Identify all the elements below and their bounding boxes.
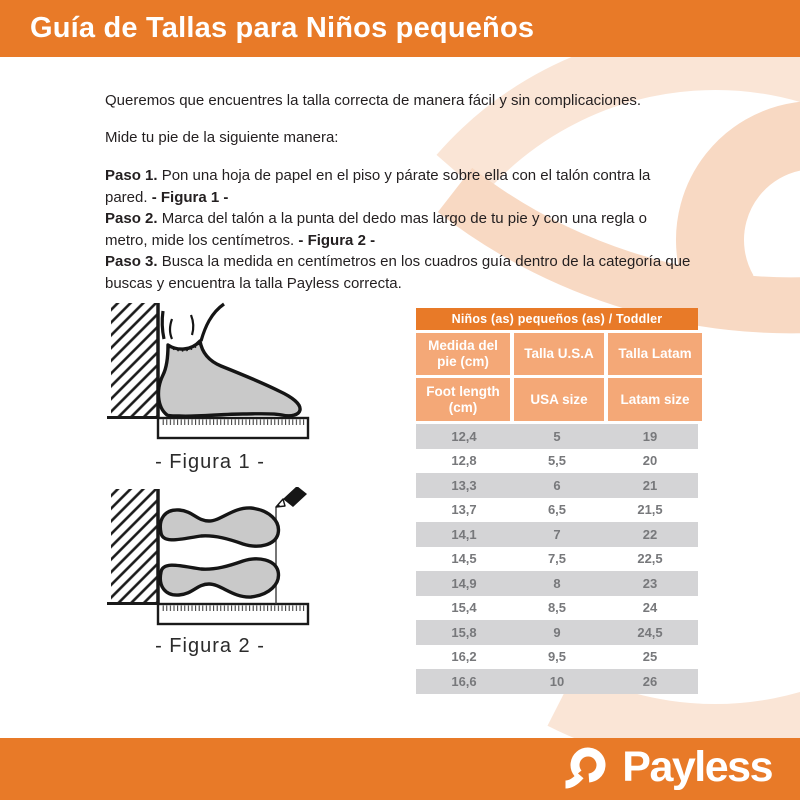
- cell-usa: 10: [549, 673, 565, 689]
- table-row: 14,1 7 22: [416, 522, 698, 547]
- step-2-figure-ref: - Figura 2 -: [298, 231, 376, 249]
- step-3-label: Paso 3.: [105, 253, 158, 270]
- intro-text: Queremos que encuentres la talla correct…: [105, 92, 642, 109]
- step-1: Paso 1. Pon una hoja de papel en el piso…: [105, 165, 693, 208]
- figure-2-caption: - Figura 2 -: [155, 635, 265, 657]
- cell-cm: 15,4: [451, 600, 477, 616]
- table-row: 14,5 7,5 22,5: [416, 546, 698, 571]
- payless-logo-icon: [565, 747, 606, 789]
- measure-instruction-text: Mide tu pie de la siguiente manera:: [105, 129, 339, 146]
- cell-usa: 6: [553, 477, 561, 493]
- step-1-figure-ref: - Figura 1 -: [151, 188, 229, 206]
- table-row: 15,8 9 24,5: [416, 620, 698, 645]
- cell-usa: 9,5: [547, 649, 567, 665]
- col-header-talla-latam: Talla Latam: [608, 333, 702, 375]
- header-bar: Guía de Tallas para Niños pequeños: [0, 0, 800, 57]
- step-2-text: Marca del talón a la punta del dedo mas …: [105, 210, 648, 249]
- size-table: Niños (as) pequeños (as) / Toddler Medid…: [416, 308, 702, 694]
- size-table-body: 12,4 5 19 12,8 5,5 20 13,3 6 21 13,7 6,5 21,5 14…: [416, 424, 698, 694]
- table-row: 13,7 6,5 21,5: [416, 497, 698, 522]
- cell-cm: 13,7: [451, 502, 477, 518]
- size-table-header: Medida del pie (cm) Talla U.S.A Talla La…: [416, 333, 702, 421]
- table-row: 12,4 5 19: [416, 424, 698, 449]
- cell-cm: 15,8: [451, 624, 477, 640]
- cell-usa: 7: [553, 526, 561, 542]
- table-row: 12,8 5,5 20: [416, 448, 698, 473]
- size-table-title: Niños (as) pequeños (as) / Toddler: [416, 308, 698, 330]
- figure-2: - Figura 2 -: [105, 486, 315, 658]
- payless-watermark-icon: [345, 40, 800, 766]
- cell-usa: 9: [553, 624, 561, 640]
- cell-latam: 26: [642, 673, 658, 689]
- cell-usa: 5: [553, 428, 561, 444]
- steps-list: Paso 1. Pon una hoja de papel en el piso…: [105, 165, 693, 294]
- table-row: 15,4 8,5 24: [416, 595, 698, 620]
- footprint-measure-illustration: [107, 486, 310, 626]
- cell-cm: 16,2: [451, 649, 477, 665]
- cell-latam: 23: [642, 575, 658, 591]
- cell-latam: 25: [642, 649, 658, 665]
- cell-cm: 14,9: [451, 575, 477, 591]
- cell-cm: 13,3: [451, 477, 477, 493]
- cell-usa: 8,5: [547, 600, 567, 616]
- cell-latam: 22: [642, 526, 658, 542]
- wall-hatch: [111, 303, 157, 417]
- step-1-text: Pon una hoja de papel en el piso y párat…: [105, 167, 651, 206]
- step-2-label: Paso 2.: [105, 210, 158, 227]
- col-header-foot-length: Foot length (cm): [416, 378, 510, 421]
- cell-latam: 24,5: [637, 624, 663, 640]
- col-header-medida-pie: Medida del pie (cm): [416, 333, 510, 375]
- cell-cm: 14,1: [451, 526, 477, 542]
- cell-usa: 8: [553, 575, 561, 591]
- cell-latam: 24: [642, 600, 658, 616]
- cell-usa: 6,5: [547, 502, 567, 518]
- cell-cm: 12,4: [451, 428, 477, 444]
- cell-cm: 16,6: [451, 673, 477, 689]
- page-title: Guía de Tallas para Niños pequeños: [30, 12, 535, 44]
- table-row: 16,2 9,5 25: [416, 644, 698, 669]
- footprint-left: [158, 557, 281, 599]
- cell-latam: 21: [642, 477, 658, 493]
- pencil-icon: [275, 486, 307, 508]
- step-3-text: Busca la medida en centímetros en los cu…: [105, 253, 691, 292]
- footer-bar: Payless: [0, 738, 800, 800]
- payless-logo: Payless: [561, 742, 773, 795]
- table-row: 13,3 6 21: [416, 473, 698, 498]
- figure-1-caption: - Figura 1 -: [155, 451, 265, 473]
- cell-latam: 20: [642, 453, 658, 469]
- cell-usa: 5,5: [547, 453, 567, 469]
- cell-latam: 22,5: [637, 551, 663, 567]
- cell-latam: 19: [642, 428, 658, 444]
- col-header-talla-usa: Talla U.S.A: [514, 333, 604, 375]
- footprint-right: [158, 506, 281, 548]
- wall-hatch: [111, 489, 157, 603]
- step-1-label: Paso 1.: [105, 167, 158, 184]
- foot-side-measure-illustration: [107, 302, 310, 440]
- cell-usa: 7,5: [547, 551, 567, 567]
- foot-silhouette: [156, 339, 302, 418]
- step-2: Paso 2. Marca del talón a la punta del d…: [105, 208, 693, 251]
- step-3: Paso 3. Busca la medida en centímetros e…: [105, 251, 693, 294]
- table-row: 16,6 10 26: [416, 669, 698, 694]
- col-header-usa-size: USA size: [514, 378, 604, 421]
- cell-latam: 21,5: [637, 502, 663, 518]
- col-header-latam-size: Latam size: [608, 378, 702, 421]
- figure-1: - Figura 1 -: [105, 301, 315, 474]
- table-row: 14,9 8 23: [416, 571, 698, 596]
- cell-cm: 14,5: [451, 551, 477, 567]
- payless-wordmark: Payless: [622, 742, 773, 791]
- cell-cm: 12,8: [451, 453, 477, 469]
